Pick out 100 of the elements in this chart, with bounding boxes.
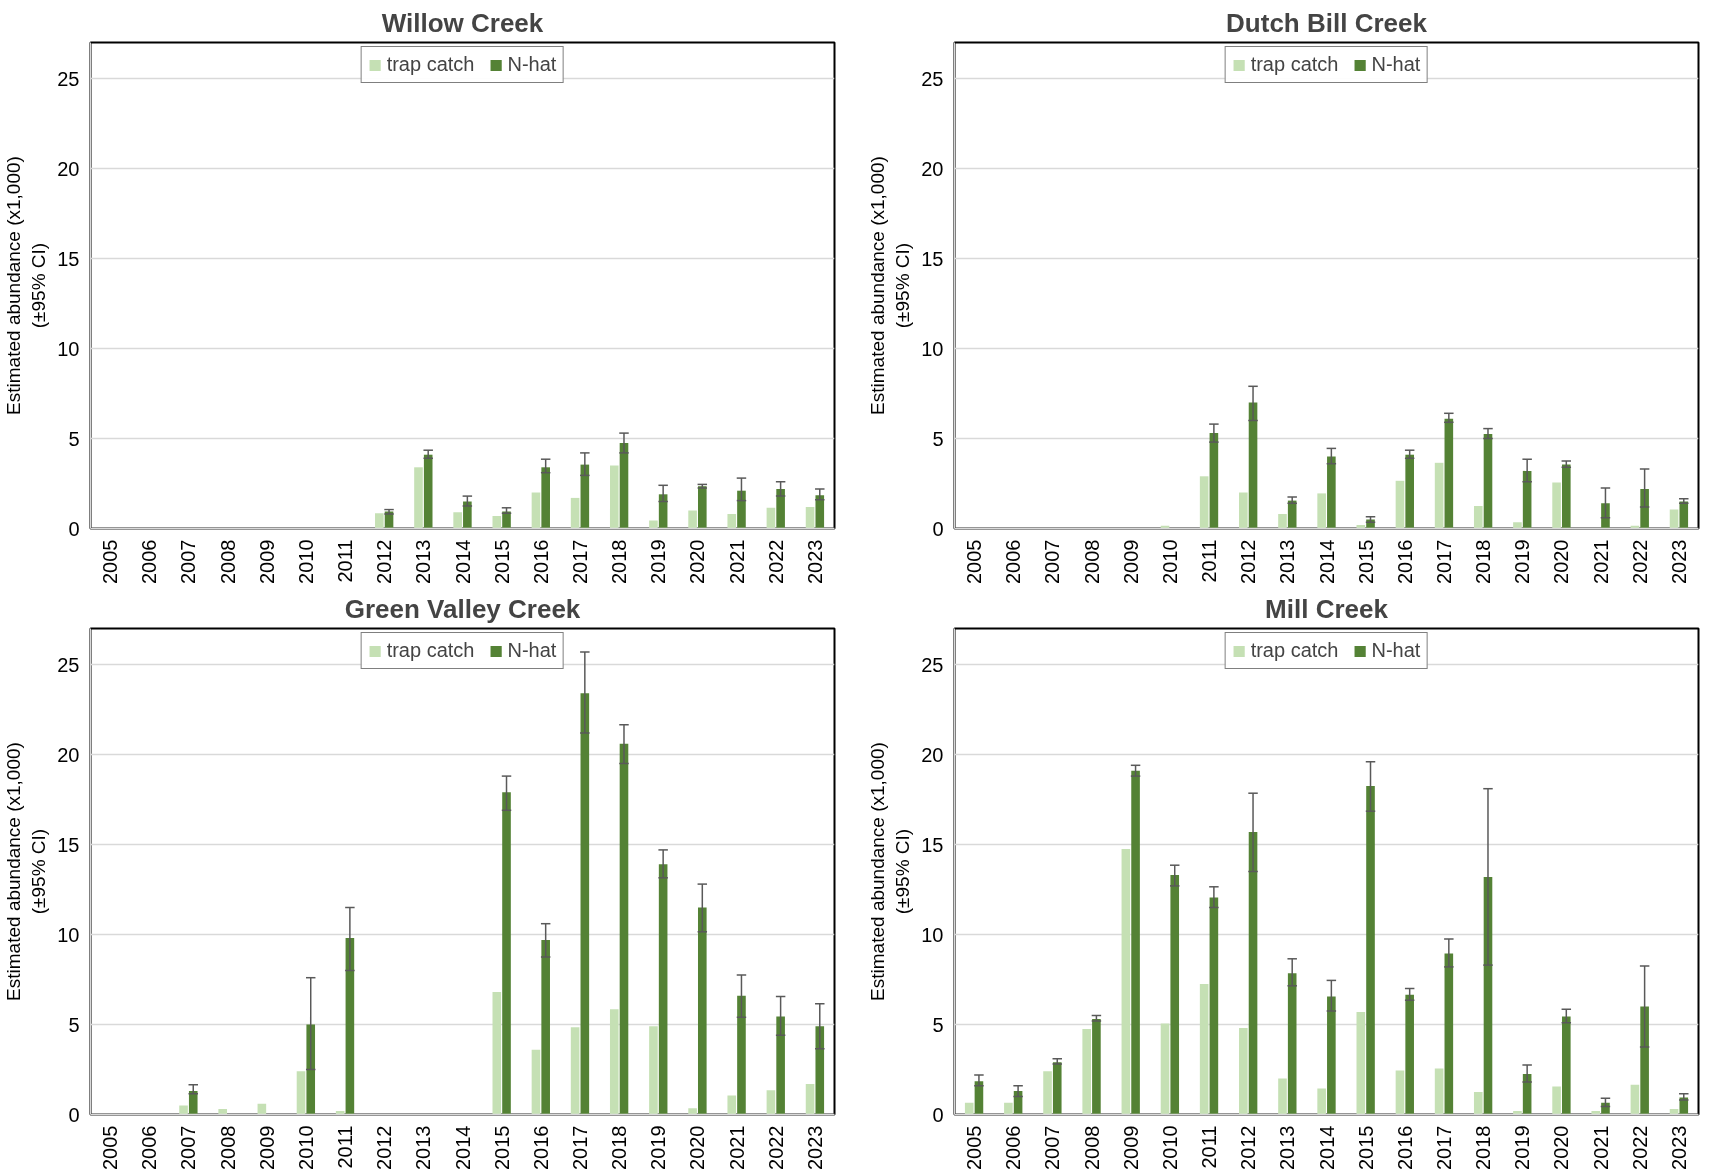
y-tick-label: 15 — [57, 247, 80, 270]
x-tick-label: 2019 — [647, 1125, 670, 1170]
x-tick-label: 2020 — [1550, 1125, 1573, 1170]
y-tick-label: 5 — [68, 427, 80, 450]
y-tick-label: 5 — [932, 1013, 944, 1036]
x-tick-label: 2021 — [725, 1125, 748, 1170]
legend-label: trap catch — [1250, 53, 1339, 76]
x-tick-label: 2018 — [608, 1125, 631, 1170]
x-tick-label: 2014 — [1315, 539, 1338, 584]
x-tick-label: 2009 — [255, 539, 278, 584]
y-tick-label: 0 — [68, 1103, 80, 1126]
x-tick-label: 2006 — [138, 1125, 161, 1170]
x-tick-label: 2019 — [1511, 1125, 1534, 1170]
x-tick-label: 2014 — [1315, 1125, 1338, 1170]
x-tick-label: 2010 — [294, 1125, 317, 1170]
x-tick-label: 2005 — [963, 539, 986, 584]
x-tick-label: 2016 — [1393, 539, 1416, 584]
legend-label: trap catch — [386, 53, 475, 76]
x-tick-label: 2012 — [1237, 1125, 1260, 1170]
x-tick-label: 2009 — [1119, 1125, 1142, 1170]
y-tick-label: 0 — [932, 517, 944, 540]
y-tick-label: 25 — [57, 67, 80, 90]
y-tick-label: 20 — [921, 157, 944, 180]
x-tick-label: 2014 — [451, 539, 474, 584]
x-tick-label: 2021 — [725, 539, 748, 584]
x-tick-label: 2010 — [294, 539, 317, 584]
x-tick-label: 2016 — [1393, 1125, 1416, 1170]
x-tick-label: 2005 — [963, 1125, 986, 1170]
x-tick-label: 2005 — [99, 1125, 122, 1170]
y-tick-label: 10 — [921, 923, 944, 946]
x-tick-label: 2017 — [568, 539, 591, 584]
y-axis-title: Estimated abundance (x1,000) (±95% CI) — [3, 156, 50, 415]
x-tick-label: 2015 — [490, 1125, 513, 1170]
y-tick-label: 15 — [921, 247, 944, 270]
x-tick-label: 2010 — [1158, 539, 1181, 584]
x-tick-label: 2023 — [803, 539, 826, 584]
x-tick-label: 2007 — [177, 1125, 200, 1170]
x-tick-label: 2021 — [1589, 539, 1612, 584]
legend-label: N-hat — [1371, 639, 1421, 662]
x-tick-label: 2012 — [373, 539, 396, 584]
chart-title: Dutch Bill Creek — [1226, 7, 1428, 38]
x-tick-label: 2022 — [764, 1125, 787, 1170]
x-tick-label: 2012 — [1237, 539, 1260, 584]
x-tick-label: 2018 — [608, 539, 631, 584]
x-tick-label: 2012 — [373, 1125, 396, 1170]
x-tick-label: 2013 — [412, 1125, 435, 1170]
y-tick-label: 0 — [68, 517, 80, 540]
x-tick-label: 2023 — [1667, 539, 1690, 584]
x-tick-label: 2020 — [686, 539, 709, 584]
x-tick-label: 2006 — [1002, 1125, 1025, 1170]
y-tick-label: 25 — [921, 653, 944, 676]
x-tick-label: 2016 — [529, 539, 552, 584]
x-tick-label: 2019 — [1511, 539, 1534, 584]
x-tick-label: 2007 — [1041, 1125, 1064, 1170]
x-tick-label: 2006 — [1002, 539, 1025, 584]
x-tick-label: 2017 — [1432, 539, 1455, 584]
legend-label: trap catch — [386, 639, 475, 662]
y-tick-label: 20 — [921, 743, 944, 766]
y-tick-label: 10 — [57, 923, 80, 946]
y-tick-label: 20 — [57, 157, 80, 180]
legend-label: N-hat — [1371, 53, 1421, 76]
x-tick-label: 2009 — [1119, 539, 1142, 584]
y-tick-label: 25 — [921, 67, 944, 90]
x-tick-label: 2011 — [334, 1125, 357, 1169]
x-tick-label: 2007 — [177, 539, 200, 584]
x-tick-label: 2008 — [1080, 1125, 1103, 1170]
y-tick-label: 10 — [921, 337, 944, 360]
x-tick-label: 2011 — [1198, 1125, 1221, 1169]
x-tick-label: 2006 — [138, 539, 161, 584]
y-tick-label: 10 — [57, 337, 80, 360]
x-tick-label: 2015 — [490, 539, 513, 584]
x-tick-label: 2023 — [803, 1125, 826, 1170]
x-tick-label: 2020 — [686, 1125, 709, 1170]
x-tick-label: 2014 — [451, 1125, 474, 1170]
chart-title: Mill Creek — [1265, 593, 1389, 624]
y-tick-label: 20 — [57, 743, 80, 766]
x-tick-label: 2015 — [1354, 1125, 1377, 1170]
x-tick-label: 2011 — [1198, 539, 1221, 583]
x-tick-label: 2018 — [1472, 539, 1495, 584]
x-tick-label: 2022 — [1628, 539, 1651, 584]
x-tick-label: 2018 — [1472, 1125, 1495, 1170]
x-tick-label: 2009 — [255, 1125, 278, 1170]
x-tick-label: 2008 — [216, 1125, 239, 1170]
y-tick-label: 15 — [921, 833, 944, 856]
x-tick-label: 2013 — [1276, 539, 1299, 584]
chart-title: Willow Creek — [381, 7, 544, 38]
x-tick-label: 2016 — [529, 1125, 552, 1170]
x-tick-label: 2007 — [1041, 539, 1064, 584]
y-tick-label: 25 — [57, 653, 80, 676]
x-tick-label: 2013 — [1276, 1125, 1299, 1170]
x-tick-label: 2008 — [216, 539, 239, 584]
x-tick-label: 2020 — [1550, 539, 1573, 584]
x-tick-label: 2017 — [568, 1125, 591, 1170]
x-tick-label: 2008 — [1080, 539, 1103, 584]
legend-label: N-hat — [507, 639, 557, 662]
x-tick-label: 2021 — [1589, 1125, 1612, 1170]
y-tick-label: 5 — [68, 1013, 80, 1036]
x-tick-label: 2005 — [99, 539, 122, 584]
chart-title: Green Valley Creek — [344, 593, 581, 624]
x-tick-label: 2013 — [412, 539, 435, 584]
